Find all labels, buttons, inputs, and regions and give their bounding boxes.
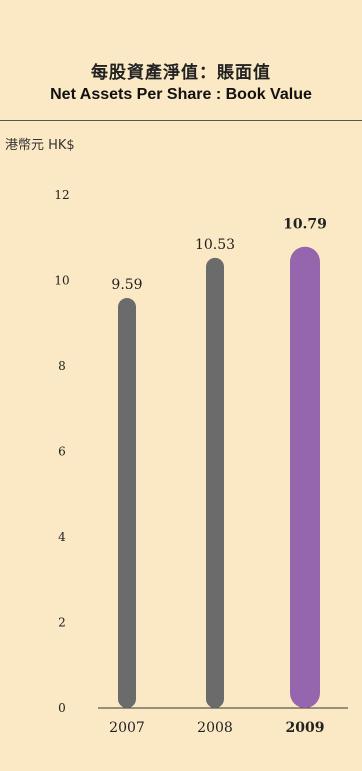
y-tick-label: 8: [58, 359, 66, 373]
y-tick-label: 6: [58, 445, 66, 459]
data-label-2008: 10.53: [195, 237, 235, 253]
y-tick-label: 2: [58, 616, 66, 630]
chart-title: 每股資產淨值：賬面值 Net Assets Per Share : Book V…: [0, 58, 362, 104]
bar-2009: [290, 246, 320, 709]
y-tick-label: 0: [58, 701, 66, 715]
chart-title-english: Net Assets Per Share : Book Value: [50, 86, 312, 103]
x-tick-label-2008: 2008: [197, 720, 233, 736]
top-band: [0, 0, 362, 14]
y-tick-label: 12: [54, 188, 69, 202]
data-label-2007: 9.59: [111, 277, 142, 293]
data-label-2009: 10.79: [283, 217, 327, 233]
unit-label: 港幣元 HK$: [5, 138, 75, 153]
chart-title-chinese: 每股資產淨值：賬面值: [91, 63, 271, 83]
bar-2007: [118, 298, 136, 708]
y-tick-label: 4: [58, 530, 66, 544]
y-tick-label: 10: [54, 274, 69, 288]
x-tick-label-2009: 2009: [286, 720, 325, 736]
x-tick-label-2007: 2007: [109, 720, 145, 736]
title-divider: [0, 120, 362, 121]
bar-2008: [206, 257, 224, 708]
